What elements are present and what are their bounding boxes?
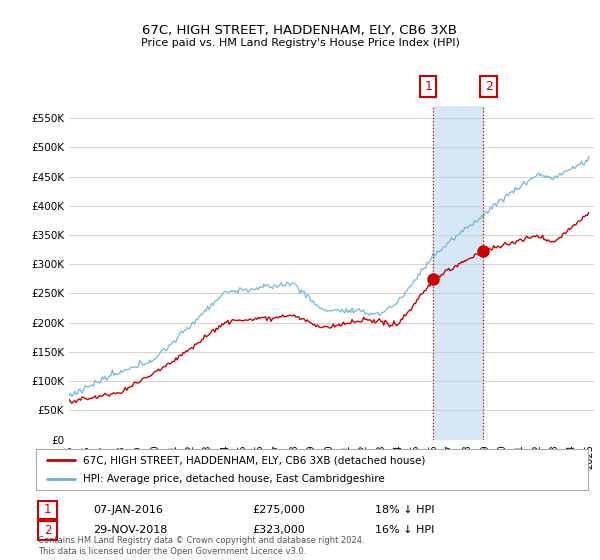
Text: £323,000: £323,000 xyxy=(252,525,305,535)
Text: 16% ↓ HPI: 16% ↓ HPI xyxy=(375,525,434,535)
Text: 2: 2 xyxy=(44,524,51,537)
Text: 29-NOV-2018: 29-NOV-2018 xyxy=(93,525,167,535)
Text: 67C, HIGH STREET, HADDENHAM, ELY, CB6 3XB (detached house): 67C, HIGH STREET, HADDENHAM, ELY, CB6 3X… xyxy=(83,455,425,465)
Bar xyxy=(433,106,484,440)
Text: 67C, HIGH STREET, HADDENHAM, ELY, CB6 3XB: 67C, HIGH STREET, HADDENHAM, ELY, CB6 3X… xyxy=(143,24,458,36)
Text: Price paid vs. HM Land Registry's House Price Index (HPI): Price paid vs. HM Land Registry's House … xyxy=(140,38,460,48)
Text: 1: 1 xyxy=(424,80,432,93)
Text: Contains HM Land Registry data © Crown copyright and database right 2024.
This d: Contains HM Land Registry data © Crown c… xyxy=(38,536,364,556)
Text: 07-JAN-2016: 07-JAN-2016 xyxy=(93,505,163,515)
Text: HPI: Average price, detached house, East Cambridgeshire: HPI: Average price, detached house, East… xyxy=(83,474,385,484)
Text: 18% ↓ HPI: 18% ↓ HPI xyxy=(375,505,434,515)
Text: £275,000: £275,000 xyxy=(252,505,305,515)
Text: 1: 1 xyxy=(44,503,51,516)
Text: 2: 2 xyxy=(485,80,493,93)
